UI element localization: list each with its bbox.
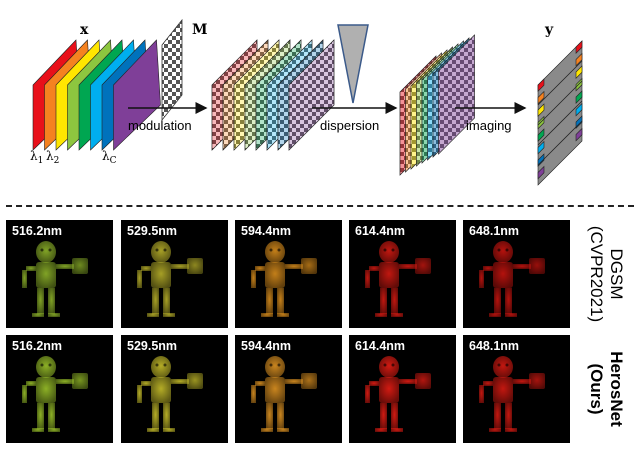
measurement-stripe [537, 78, 545, 92]
measurement-stripe [537, 140, 545, 155]
robot-reconstruction [22, 241, 88, 317]
imaging-label: imaging [466, 118, 512, 133]
result-panel: 529.5nm [121, 335, 228, 443]
wavelength-label: 516.2nm [12, 224, 63, 238]
result-panel: 516.2nm [6, 220, 113, 328]
input-band [113, 39, 161, 151]
measurement-image [537, 40, 583, 186]
robot-reconstruction [365, 356, 431, 432]
wavelength-label: 614.4nm [355, 339, 406, 353]
measurement-stripe [575, 40, 583, 54]
measurement-gridline [537, 80, 583, 126]
mask-overlay [288, 39, 335, 151]
wavelength-label: 529.5nm [127, 339, 178, 353]
result-panel: 614.4nm [349, 335, 456, 443]
method-label: HerosNet (Ours) [576, 335, 636, 443]
method-name: HerosNet [607, 351, 626, 427]
method-name: DGSM [607, 248, 626, 300]
mask-pattern [161, 18, 183, 122]
measurement-stripe [575, 127, 583, 142]
measurement-stripe [575, 102, 583, 117]
wavelength-label: 529.5nm [127, 224, 178, 238]
result-panel: 529.5nm [121, 220, 228, 328]
robot-reconstruction [251, 356, 317, 432]
section-divider [6, 205, 634, 207]
wavelength-label: 516.2nm [12, 339, 63, 353]
result-panel: 648.1nm [463, 220, 570, 328]
measurement-stripe [575, 65, 583, 79]
measurement-stripe [575, 52, 583, 67]
robot-reconstruction [479, 356, 545, 432]
measurement-gridline [537, 60, 583, 106]
dispersed-cube [399, 34, 475, 176]
result-panel: 648.1nm [463, 335, 570, 443]
dispersion-label: dispersion [320, 118, 379, 133]
wavelength-label: 594.4nm [241, 224, 292, 238]
robot-reconstruction [365, 241, 431, 317]
measurement-plane [537, 40, 583, 186]
robot-reconstruction [22, 356, 88, 432]
robot-reconstruction [479, 241, 545, 317]
method-venue: (Ours) [587, 363, 606, 415]
robot-reconstruction [137, 241, 203, 317]
modulated-cube [211, 39, 335, 151]
wavelength-label: 614.4nm [355, 224, 406, 238]
result-panel: 516.2nm [6, 335, 113, 443]
wavelength-label: 648.1nm [469, 339, 520, 353]
measurement-stripe [537, 165, 545, 180]
measurement-stripe [537, 115, 545, 130]
measurement-gridline [537, 100, 583, 146]
measurement-stripe [575, 77, 583, 92]
lambda-1-label: λ1 [30, 149, 43, 166]
dispersed-mask [438, 34, 475, 155]
robot-reconstruction [251, 241, 317, 317]
x-label: x [80, 22, 89, 38]
wavelength-label: 594.4nm [241, 339, 292, 353]
lambda-c-label: λC [102, 149, 117, 166]
y-label: y [544, 22, 554, 38]
measurement-gridline [537, 120, 583, 166]
modulation-label: modulation [128, 118, 192, 133]
cassi-pipeline-diagram: x λ1 λ2 λC M modulation dispersion imagi… [0, 0, 640, 200]
measurement-stripe [537, 128, 545, 142]
prism-icon [337, 24, 369, 104]
robot-reconstruction [137, 356, 203, 432]
input-spectral-cube [32, 39, 161, 151]
measurement-stripe [575, 90, 583, 104]
method-venue: (CVPR2021) [587, 225, 606, 323]
wavelength-label: 648.1nm [469, 224, 520, 238]
m-label: M [192, 22, 208, 38]
result-panel: 594.4nm [235, 220, 342, 328]
measurement-stripe [537, 103, 545, 117]
method-label: DGSM (CVPR2021) [576, 220, 636, 328]
lambda-2-label: λ2 [46, 149, 59, 166]
result-panel: 614.4nm [349, 220, 456, 328]
result-panel: 594.4nm [235, 335, 342, 443]
measurement-stripe [537, 90, 545, 105]
